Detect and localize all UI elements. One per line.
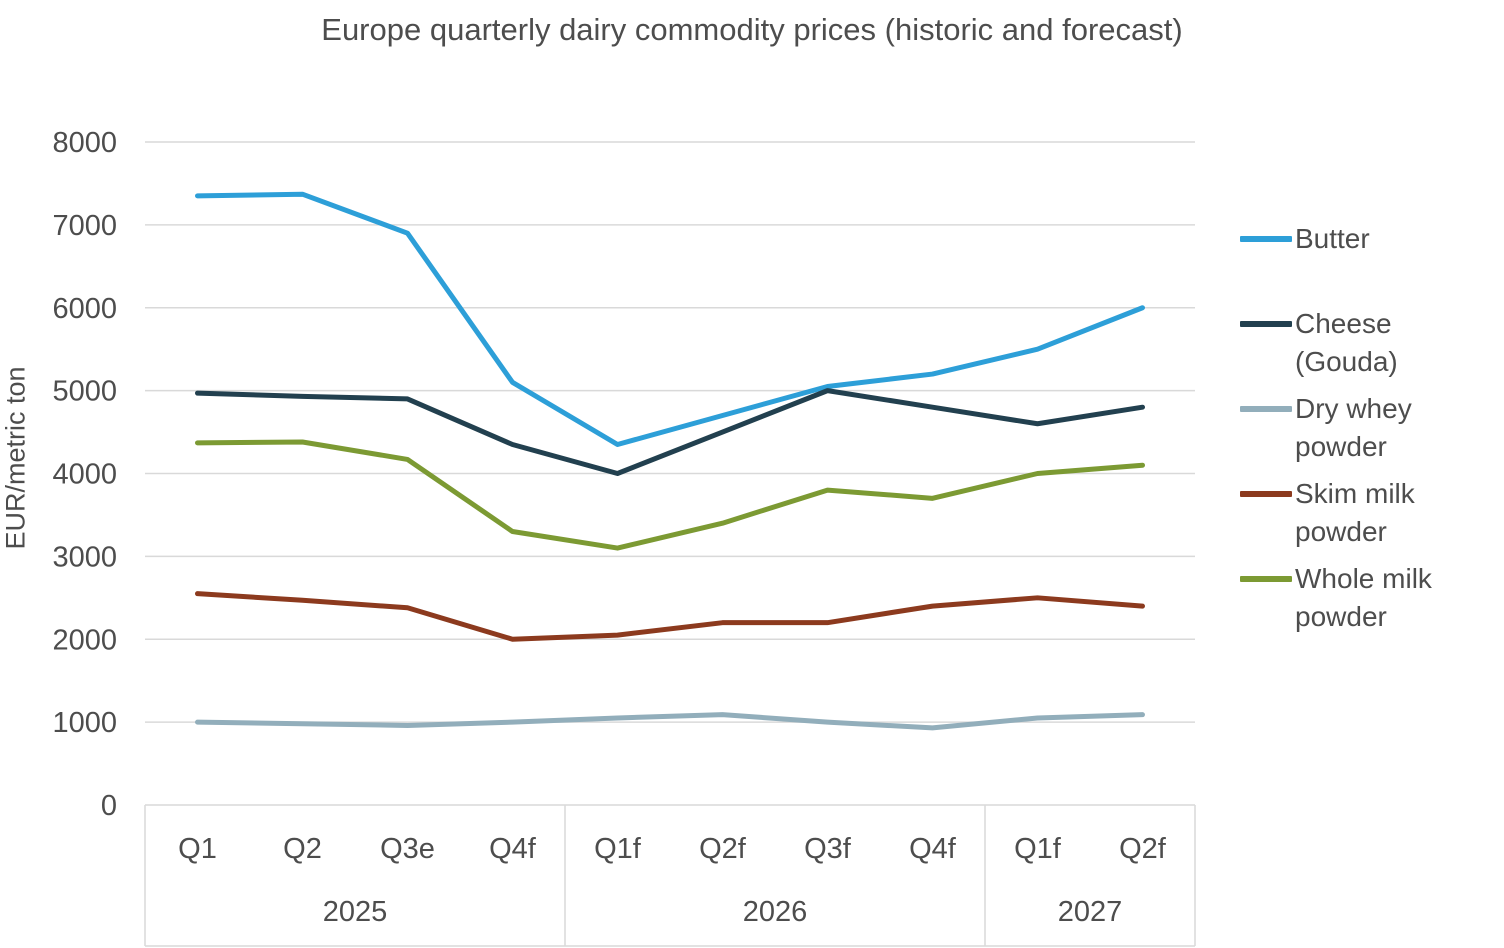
series-line-skim-milk-powder	[195, 591, 1145, 642]
series-line-dry-whey-powder	[195, 712, 1145, 731]
y-tick-label: 7000	[52, 210, 117, 242]
y-tick-label: 2000	[52, 624, 117, 656]
x-tick-label: Q1f	[594, 833, 642, 865]
legend-label: Dry whey powder	[1295, 393, 1412, 462]
y-tick-label: 8000	[52, 127, 117, 159]
series-line-butter	[195, 191, 1145, 447]
year-label: 2025	[323, 896, 388, 928]
legend-swatch	[1240, 491, 1292, 497]
legend-item: Whole milk powder	[1240, 560, 1472, 636]
legend-label: Cheese (Gouda)	[1295, 308, 1398, 377]
chart-plot: 0 1000 2000 3000 4000 5000 6000 7000 8000 Q1 Q2 Q3e…	[52, 127, 1196, 947]
legend-label: Butter	[1295, 223, 1370, 254]
chart-legend: Butter Cheese (Gouda) Dry whey powder Skim …	[1240, 220, 1472, 636]
x-tick-label: Q1	[178, 833, 217, 865]
year-label: 2027	[1058, 896, 1123, 928]
legend-item: Skim milk powder	[1240, 475, 1472, 551]
y-tick-label: 0	[101, 790, 117, 822]
series-line-cheese-gouda	[195, 388, 1145, 476]
legend-label: Whole milk powder	[1295, 563, 1432, 632]
year-label: 2026	[743, 896, 808, 928]
legend-swatch	[1240, 236, 1292, 242]
legend-item: Cheese (Gouda)	[1240, 305, 1472, 381]
y-tick-label: 3000	[52, 541, 117, 573]
x-tick-label: Q3f	[804, 833, 852, 865]
legend-swatch	[1240, 321, 1292, 327]
legend-swatch	[1240, 576, 1292, 582]
y-tick-label: 5000	[52, 376, 117, 408]
y-tick-label: 4000	[52, 459, 117, 491]
y-tick-label: 6000	[52, 293, 117, 325]
legend-swatch	[1240, 406, 1292, 412]
legend-label: Skim milk powder	[1295, 478, 1415, 547]
x-tick-label: Q2f	[699, 833, 747, 865]
chart-title: Europe quarterly dairy commodity prices …	[321, 12, 1183, 47]
x-tick-label: Q4f	[489, 833, 537, 865]
legend-item: Dry whey powder	[1240, 390, 1472, 466]
y-tick-label: 1000	[52, 707, 117, 739]
x-tick-label: Q3e	[380, 833, 435, 865]
x-tick-label: Q2f	[1119, 833, 1167, 865]
x-tick-label: Q4f	[909, 833, 957, 865]
x-tick-label: Q1f	[1014, 833, 1062, 865]
x-tick-label: Q2	[283, 833, 322, 865]
series-line-whole-milk-powder	[195, 439, 1145, 551]
legend-item: Butter	[1240, 220, 1472, 296]
